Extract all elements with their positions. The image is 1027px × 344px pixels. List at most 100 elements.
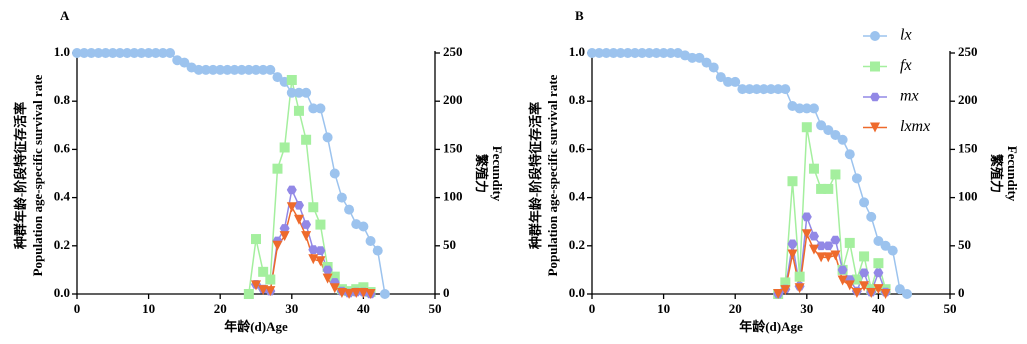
point: [701, 57, 712, 68]
point: [873, 284, 884, 295]
point: [823, 241, 834, 251]
legend-label: fx: [900, 57, 912, 74]
x-tick-label: 0: [74, 301, 81, 316]
y2-tick-label: 200: [443, 92, 463, 107]
point: [308, 103, 319, 114]
point: [794, 283, 805, 294]
point: [322, 132, 333, 143]
series-line: [777, 127, 887, 295]
point: [322, 265, 333, 275]
point: [780, 277, 791, 288]
x-tick-label: 50: [944, 301, 957, 316]
point: [344, 204, 355, 215]
point: [358, 221, 369, 232]
point: [615, 48, 626, 58]
y-tick-label: 0.8: [569, 92, 586, 107]
point: [72, 48, 82, 58]
point: [344, 289, 355, 299]
point: [301, 231, 312, 242]
point: [301, 87, 312, 98]
point: [787, 249, 798, 260]
point: [816, 252, 827, 263]
point: [157, 48, 168, 58]
point: [286, 202, 297, 213]
point: [780, 285, 791, 296]
point: [873, 268, 884, 278]
legend-label: lx: [900, 27, 912, 44]
point: [744, 84, 755, 95]
point: [794, 103, 805, 114]
point: [265, 64, 276, 75]
point: [694, 52, 705, 63]
point: [336, 288, 347, 299]
y2-tick-label: 100: [443, 189, 463, 204]
point: [272, 240, 283, 251]
x-axis-title: 年龄(d)Age: [224, 319, 288, 334]
point: [86, 48, 97, 58]
y2-tick-label: 250: [443, 44, 463, 59]
point: [837, 265, 848, 275]
point: [780, 84, 791, 95]
point: [830, 169, 841, 180]
point: [286, 185, 297, 195]
point: [801, 229, 812, 240]
point: [851, 288, 862, 299]
y-tick-label: 1.0: [569, 44, 585, 59]
point: [286, 74, 297, 85]
point: [687, 52, 698, 63]
point: [651, 48, 662, 58]
point: [107, 48, 118, 58]
point: [143, 48, 154, 58]
y-tick-label: 0.2: [54, 237, 70, 252]
point: [622, 48, 633, 58]
legend-label: mx: [900, 88, 919, 105]
point: [837, 134, 848, 145]
axis-frame: [76, 51, 436, 295]
point: [272, 163, 283, 174]
axis-frame: [591, 51, 951, 295]
y2-tick-label: 0: [443, 285, 450, 300]
point: [315, 246, 326, 255]
point: [665, 48, 676, 58]
point: [308, 245, 319, 254]
y2-axis-title: 繁殖力: [989, 154, 1004, 193]
point: [629, 48, 640, 58]
point: [301, 220, 312, 229]
x-tick-label: 20: [729, 301, 742, 316]
y-tick-label: 0.6: [54, 140, 71, 155]
legend-marker: [870, 61, 880, 72]
point: [816, 120, 827, 131]
y-tick-label: 0.0: [569, 285, 585, 300]
x-tick-label: 40: [872, 301, 885, 316]
point: [114, 48, 125, 58]
point: [794, 271, 805, 282]
panel-label: B: [575, 8, 584, 23]
point: [751, 84, 762, 95]
point: [336, 192, 347, 203]
y-tick-label: 1.0: [54, 44, 70, 59]
point: [830, 250, 841, 261]
x-tick-label: 0: [589, 301, 596, 316]
y2-tick-label: 50: [958, 237, 971, 252]
point: [100, 48, 111, 58]
point: [294, 201, 304, 210]
point: [758, 84, 769, 95]
point: [894, 284, 905, 295]
point: [286, 87, 297, 98]
point: [823, 183, 834, 194]
point: [165, 48, 176, 58]
y2-tick-label: 100: [958, 189, 978, 204]
point: [866, 288, 877, 299]
point: [293, 214, 304, 225]
series-line: [248, 79, 372, 295]
point: [279, 142, 290, 153]
point: [866, 211, 877, 222]
y-tick-label: 0.8: [54, 92, 71, 107]
point: [851, 274, 862, 285]
point: [658, 48, 669, 58]
point: [880, 240, 891, 251]
point: [844, 149, 855, 160]
x-tick-label: 40: [357, 301, 370, 316]
point: [315, 103, 326, 114]
y-axis-title: Population age-specific survival rate: [545, 74, 560, 276]
